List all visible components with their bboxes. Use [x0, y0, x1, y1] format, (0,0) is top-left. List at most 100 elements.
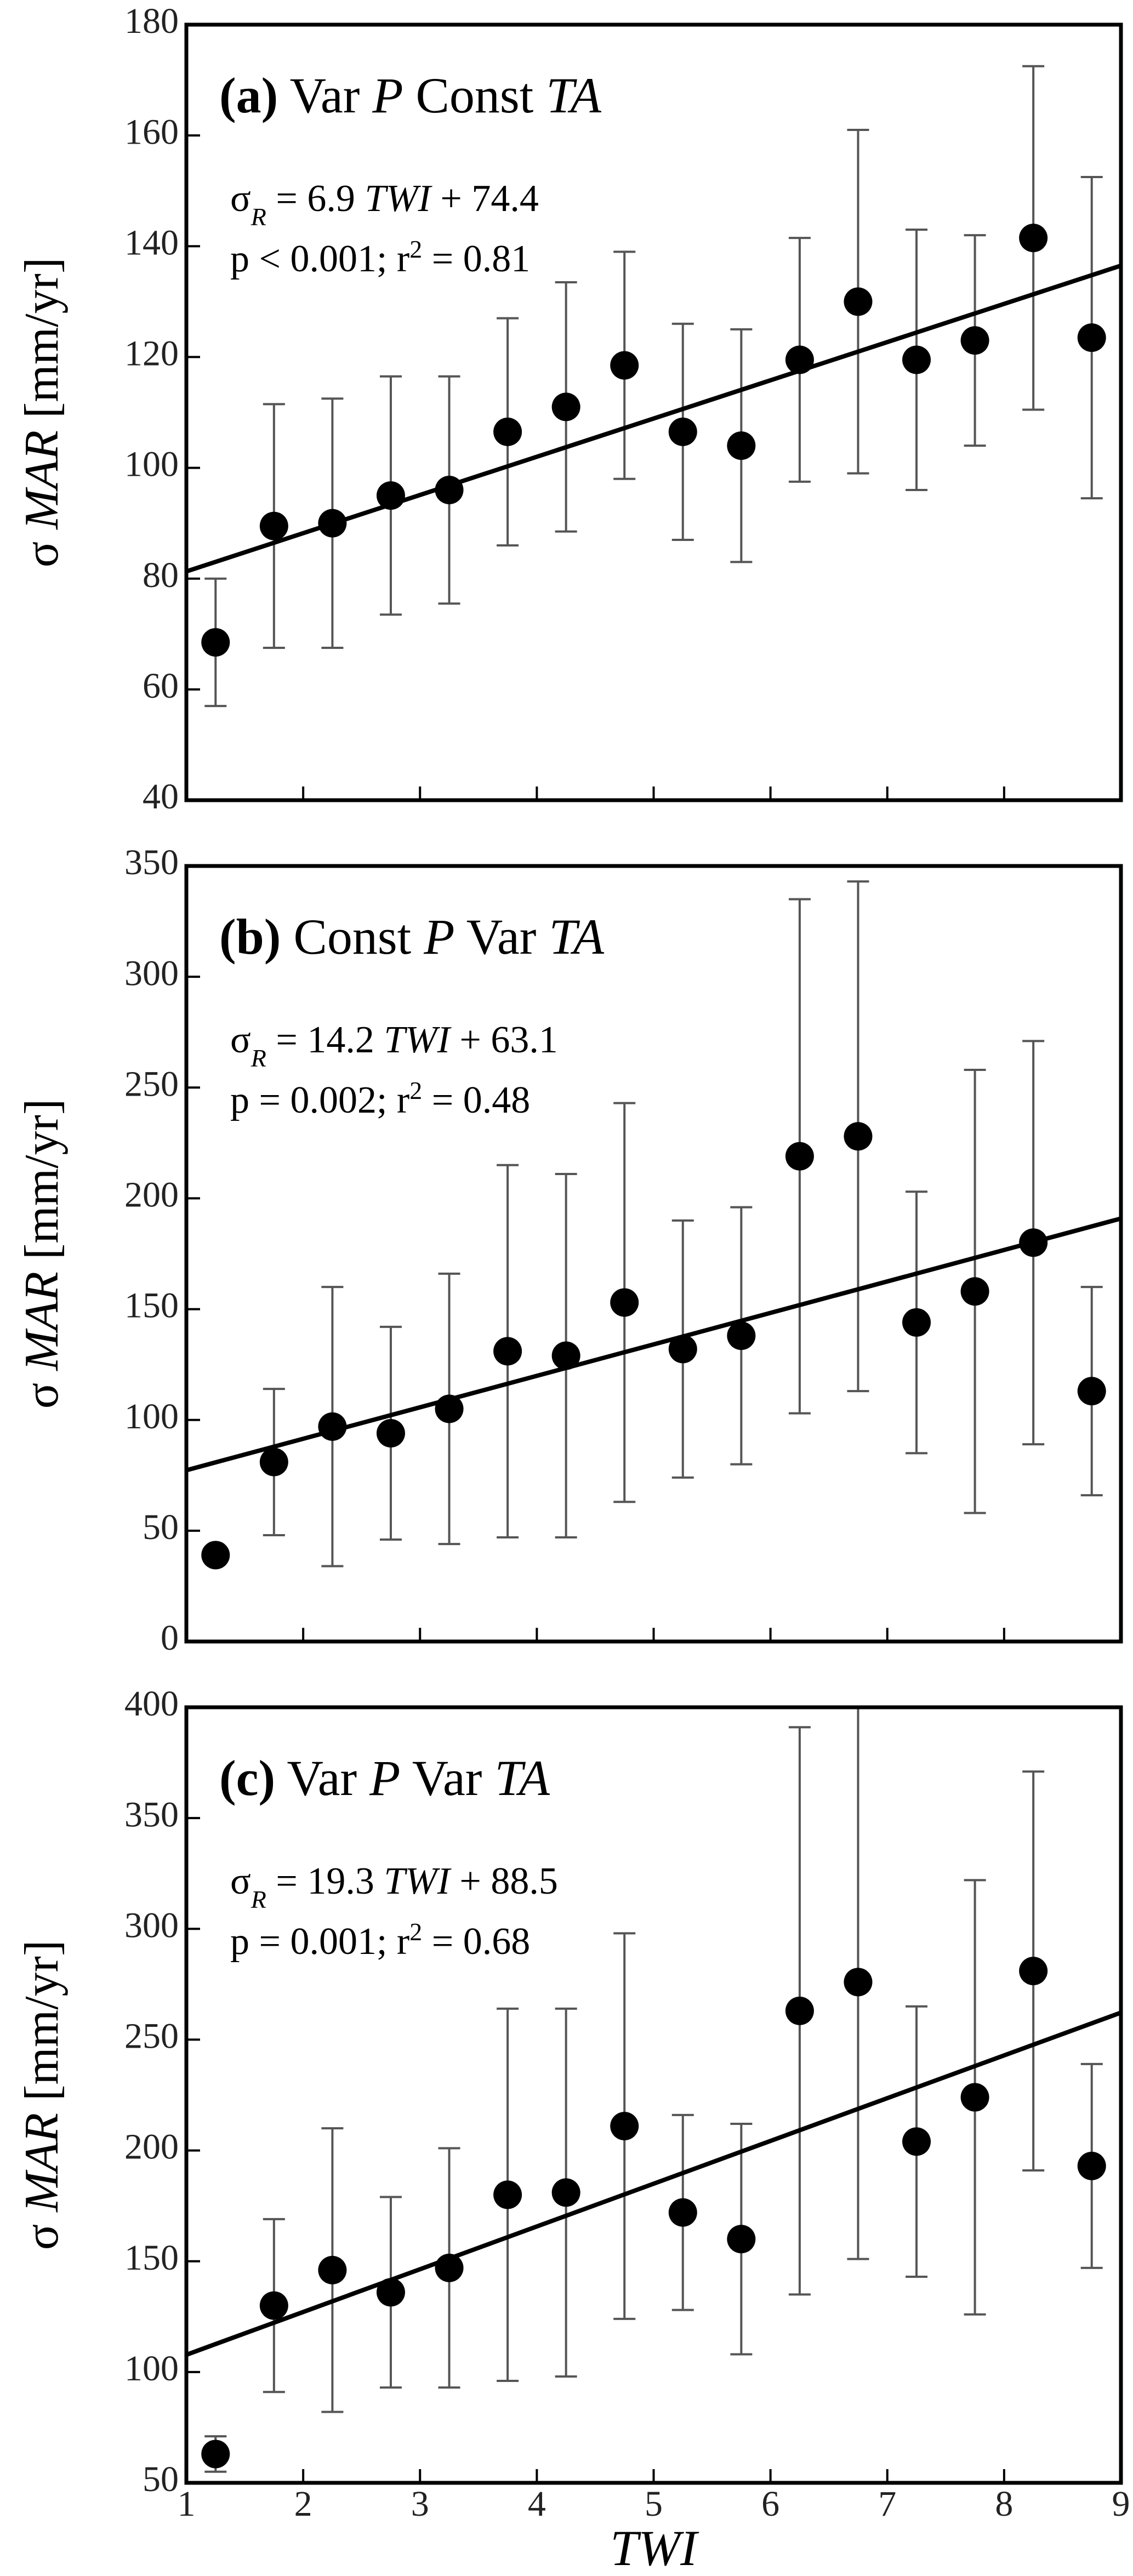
- plot-frame: [184, 22, 1123, 802]
- y-tick-label: 350: [124, 1794, 179, 1834]
- data-point: [435, 2253, 464, 2282]
- y-label-part: [mm/yr]: [15, 1940, 69, 2113]
- data-point: [551, 2178, 580, 2207]
- y-label-part: σ: [15, 1371, 69, 1409]
- x-tick-label: 9: [1112, 2484, 1130, 2524]
- eq-equals: =: [266, 178, 307, 220]
- stats-rest: = 0.48: [422, 1079, 530, 1121]
- fit-line: [186, 2010, 1121, 2357]
- title-part: TA: [546, 67, 601, 123]
- data-point: [376, 2278, 405, 2307]
- y-label-part: [mm/yr]: [15, 258, 69, 430]
- eq-plus: +: [431, 178, 471, 220]
- data-point: [259, 2291, 288, 2320]
- y-tick-label: 150: [124, 1286, 179, 1326]
- data-point: [785, 1996, 814, 2025]
- eq-lhs: σ: [230, 178, 251, 220]
- y-tick-label: 50: [143, 2459, 179, 2499]
- y-tick-label: 40: [143, 777, 179, 817]
- data-point: [1019, 224, 1048, 253]
- y-label-part: [mm/yr]: [15, 1099, 69, 1272]
- eq-sub: R: [250, 1885, 266, 1913]
- y-tick-label: 300: [124, 1905, 179, 1945]
- data-point: [727, 2225, 756, 2254]
- data-point: [960, 2083, 989, 2112]
- data-point: [727, 1321, 756, 1350]
- title-part: Var: [275, 1750, 369, 1806]
- eq-intercept: 63.1: [491, 1019, 558, 1061]
- data-point: [435, 476, 464, 504]
- eq-slope: 6.9: [307, 178, 355, 220]
- data-point: [551, 392, 580, 421]
- y-tick-label: 0: [161, 1618, 179, 1658]
- data-point: [259, 511, 288, 540]
- title-part: TA: [494, 1750, 550, 1806]
- title-part: P: [369, 1750, 400, 1806]
- y-axis-label: σ MAR [mm/yr]: [15, 258, 69, 568]
- eq-var: TWI: [355, 178, 433, 220]
- data-point: [668, 1335, 697, 1364]
- x-tick-label: 1: [178, 2484, 196, 2524]
- y-tick-label: 250: [124, 1064, 179, 1104]
- eq-var: TWI: [374, 1019, 452, 1061]
- x-tick-label: 4: [528, 2484, 546, 2524]
- data-point: [610, 1288, 639, 1317]
- eq-plus: +: [450, 1019, 491, 1061]
- data-point: [259, 1447, 288, 1477]
- y-tick-label: 120: [124, 334, 179, 374]
- title-part: (a): [219, 67, 278, 123]
- title-part: (c): [219, 1750, 275, 1806]
- y-tick-label: 180: [124, 1, 179, 41]
- y-tick-label: 50: [143, 1507, 179, 1547]
- data-point: [727, 431, 756, 460]
- fit-stats: p < 0.001; r2 = 0.81: [230, 235, 530, 281]
- y-tick-label: 100: [124, 1397, 179, 1437]
- stats-sup: 2: [409, 1918, 422, 1946]
- data-point: [902, 1308, 931, 1337]
- fit-equation: σR = 19.3 TWI + 88.5: [230, 1860, 558, 1913]
- data-point: [376, 481, 405, 510]
- fit-equation: σR = 14.2 TWI + 63.1: [230, 1019, 558, 1072]
- data-point: [844, 287, 873, 316]
- data-point: [1019, 1957, 1048, 1986]
- stats-rest: = 0.81: [422, 238, 530, 280]
- y-tick-label: 140: [124, 223, 179, 263]
- data-point: [551, 1341, 580, 1370]
- y-tick-label: 100: [124, 2349, 179, 2389]
- y-label-part: MAR: [15, 430, 69, 531]
- eq-equals: =: [266, 1019, 307, 1061]
- eq-sub: R: [250, 1044, 266, 1072]
- x-tick-label: 2: [294, 2484, 312, 2524]
- x-tick-label: 7: [878, 2484, 896, 2524]
- data-point: [785, 1142, 814, 1171]
- data-point: [201, 1541, 230, 1570]
- x-tick-label: 6: [761, 2484, 779, 2524]
- data-point: [318, 1412, 347, 1441]
- data-point: [435, 1394, 464, 1423]
- data-point: [318, 2255, 347, 2284]
- plot-frame: [184, 864, 1123, 1644]
- data-point: [1019, 1228, 1048, 1257]
- x-tick-label: 5: [645, 2484, 663, 2524]
- eq-var: TWI: [374, 1860, 452, 1902]
- data-point: [960, 326, 989, 355]
- data-point: [844, 1968, 873, 1997]
- stats-sup: 2: [409, 1076, 422, 1104]
- y-axis-label: σ MAR [mm/yr]: [15, 1099, 69, 1409]
- eq-plus: +: [450, 1860, 491, 1902]
- y-axis-label: σ MAR [mm/yr]: [15, 1940, 69, 2250]
- y-tick-label: 200: [124, 1175, 179, 1215]
- data-point: [844, 1122, 873, 1151]
- y-tick-label: 350: [124, 842, 179, 882]
- y-label-part: MAR: [15, 1272, 69, 1372]
- y-tick-label: 200: [124, 2127, 179, 2167]
- y-tick-label: 400: [124, 1684, 179, 1724]
- data-point: [1077, 2151, 1106, 2180]
- fit-stats: p = 0.001; r2 = 0.68: [230, 1918, 530, 1963]
- title-part: P: [423, 909, 454, 965]
- fit-equation: σR = 6.9 TWI + 74.4: [230, 178, 539, 231]
- panel-title: (b) Const P Var TA: [219, 909, 605, 965]
- title-part: Var: [400, 1750, 494, 1806]
- stats-text: p = 0.002; r: [230, 1079, 409, 1121]
